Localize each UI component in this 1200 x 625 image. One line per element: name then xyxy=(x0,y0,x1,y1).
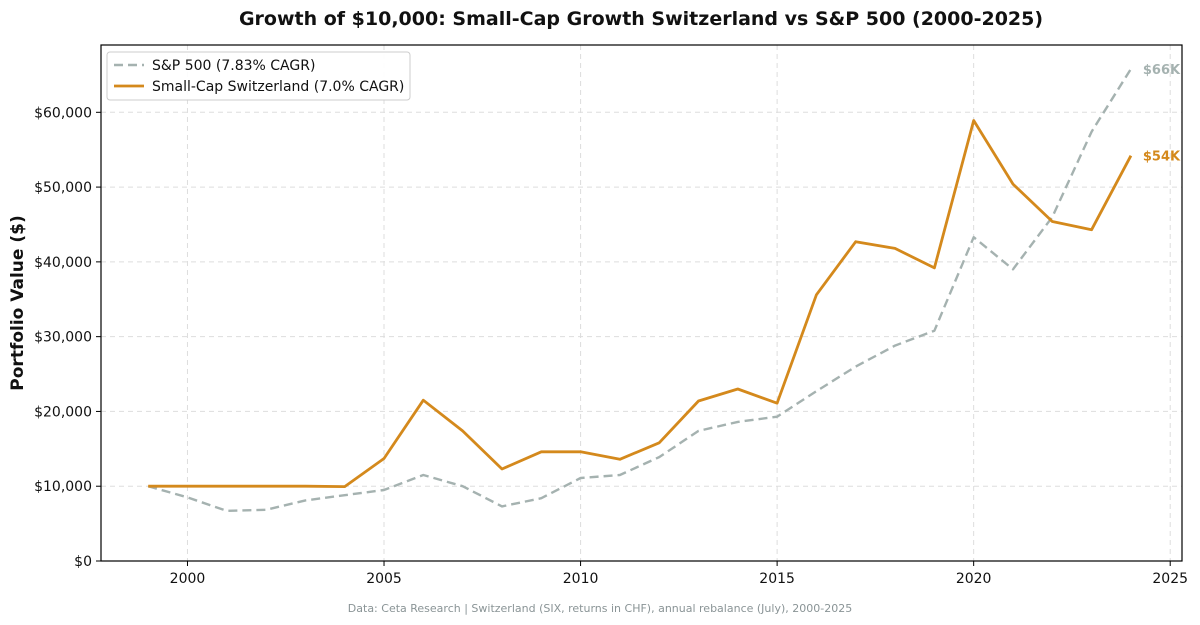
y-axis: $0 $10,000 $20,000 $30,000 $40,000 $50,000 $60… xyxy=(34,105,101,570)
x-tick-label: 2025 xyxy=(1152,571,1188,587)
x-tick-label: 2010 xyxy=(563,571,599,587)
legend-label-sp500: S&P 500 (7.83% CAGR) xyxy=(152,58,315,74)
y-tick-label: $0 xyxy=(74,554,92,570)
y-tick-label: $60,000 xyxy=(34,105,92,121)
x-tick-label: 2015 xyxy=(759,571,795,587)
legend-label-small-cap: Small-Cap Switzerland (7.0% CAGR) xyxy=(152,79,404,95)
series-layer xyxy=(147,68,1133,513)
plot-frame xyxy=(100,44,1183,562)
end-label-0: $66K xyxy=(1143,63,1181,78)
end-labels: $66K $54K xyxy=(1143,63,1181,165)
y-tick-label: $20,000 xyxy=(34,404,92,420)
x-tick-label: 2005 xyxy=(366,571,402,587)
y-tick-label: $10,000 xyxy=(34,479,92,495)
x-tick-label: 2020 xyxy=(956,571,992,587)
series-line-1 xyxy=(148,119,1133,489)
footnote: Data: Ceta Research | Switzerland (SIX, … xyxy=(348,602,852,615)
y-tick-label: $50,000 xyxy=(34,180,92,196)
legend-box xyxy=(106,51,411,101)
end-label-1: $54K xyxy=(1143,150,1181,165)
chart-title: Growth of $10,000: Small-Cap Growth Swit… xyxy=(239,8,1043,30)
y-tick-label: $30,000 xyxy=(34,330,92,346)
series-line-0 xyxy=(147,68,1132,513)
y-tick-label: $40,000 xyxy=(34,255,92,271)
legend: S&P 500 (7.83% CAGR) Small-Cap Switzerla… xyxy=(106,51,411,101)
y-axis-label: Portfolio Value ($) xyxy=(8,215,28,390)
x-axis: 2000 2005 2010 2015 2020 2025 xyxy=(170,561,1188,587)
grid-lines xyxy=(101,45,1182,561)
x-tick-label: 2000 xyxy=(170,571,206,587)
